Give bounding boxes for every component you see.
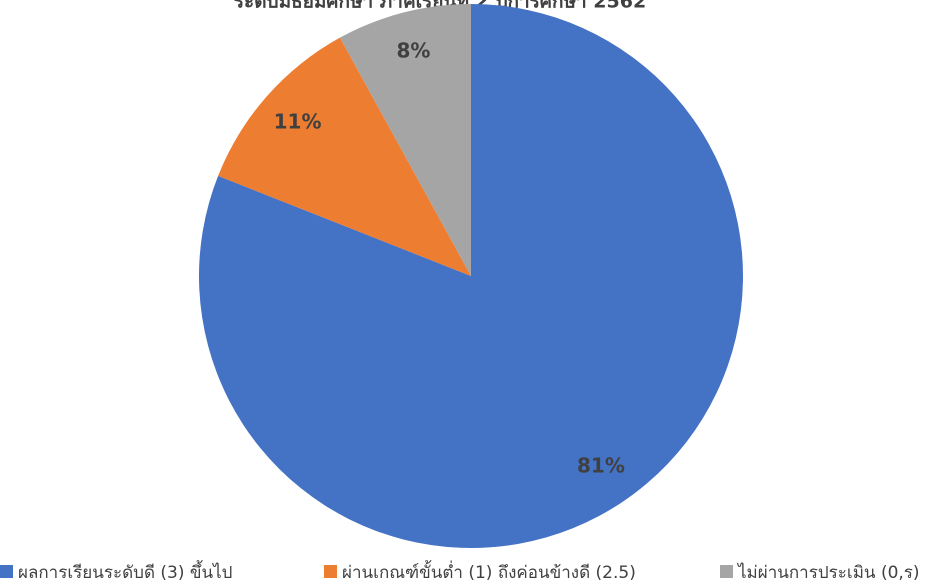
pie-slice — [218, 37, 471, 276]
pie-slice — [339, 4, 471, 276]
data-label: 81% — [577, 454, 625, 478]
legend-swatch — [0, 565, 13, 578]
legend-swatch — [324, 565, 337, 578]
legend-label: ผ่านเกณฑ์ขั้นต่ำ (1) ถึงค่อนข้างดี (2.5) — [342, 560, 636, 583]
legend-label: ไม่ผ่านการประเมิน (0,ร) — [736, 562, 920, 583]
legend-swatch — [720, 565, 733, 578]
data-label: 8% — [397, 39, 431, 63]
pie-slice — [198, 4, 743, 548]
legend-label: ผลการเรียนระดับดี (3) ขึ้นไป — [18, 560, 232, 583]
data-label: 11% — [274, 110, 322, 134]
